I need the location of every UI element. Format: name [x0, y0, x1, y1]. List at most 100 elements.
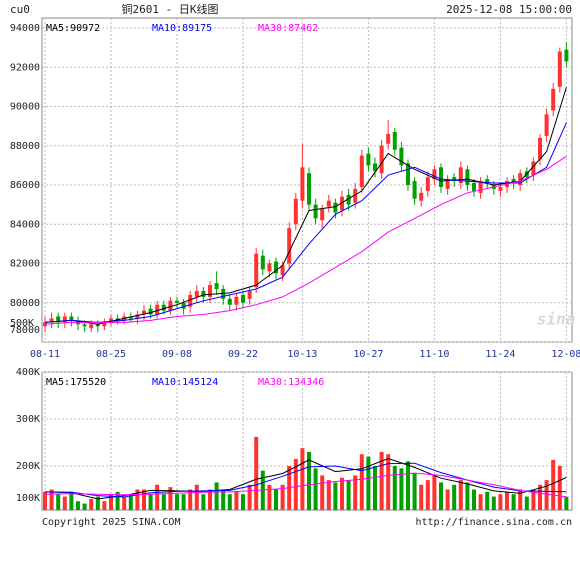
- candle-body: [392, 132, 397, 150]
- volume-bar: [445, 489, 450, 510]
- volume-bar: [201, 494, 206, 510]
- candle-body: [465, 169, 470, 185]
- volume-bar: [56, 494, 61, 510]
- candle-body: [564, 49, 569, 62]
- candle-body: [95, 324, 100, 327]
- candle-body: [69, 316, 74, 321]
- candle-body: [458, 167, 463, 184]
- candle-body: [175, 300, 179, 303]
- volume-bar: [511, 494, 516, 510]
- volume-bar: [346, 480, 351, 510]
- volume-bar: [458, 480, 463, 510]
- candle-body: [518, 173, 523, 185]
- candle-body: [155, 304, 160, 315]
- y-tick-label: 400K: [16, 367, 40, 378]
- volume-bar: [386, 454, 391, 510]
- volume-bar: [557, 466, 562, 510]
- annotation: 500K: [10, 318, 34, 329]
- x-tick-label: 08-25: [96, 349, 126, 360]
- y-tick-label: 94000: [10, 23, 40, 34]
- volume-bar: [280, 484, 285, 510]
- candle-body: [538, 137, 542, 160]
- candle-body: [274, 261, 278, 274]
- candle-body: [168, 300, 173, 311]
- candle-body: [148, 308, 153, 315]
- y-tick-label: 82000: [10, 259, 40, 270]
- ma-line: [44, 122, 567, 323]
- volume-bar: [227, 494, 232, 510]
- candle-body: [333, 202, 338, 213]
- volume-bar: [49, 489, 54, 510]
- volume-bar: [82, 503, 87, 510]
- candle-body: [161, 304, 166, 311]
- candle-body: [386, 133, 391, 144]
- candle-body: [214, 283, 219, 290]
- volume-bar: [122, 496, 127, 510]
- x-tick-label: 11-10: [419, 349, 449, 360]
- x-tick-label: 09-22: [228, 349, 258, 360]
- volume-bar: [419, 484, 424, 510]
- candle-body: [544, 114, 549, 136]
- volume-bar: [76, 501, 80, 510]
- y-tick-label: 200K: [16, 461, 40, 472]
- volume-bar: [128, 494, 133, 510]
- candle-body: [432, 169, 437, 180]
- candle-body: [340, 196, 344, 211]
- candle-body: [247, 290, 252, 299]
- candle-body: [241, 294, 245, 303]
- volume-bar: [234, 491, 239, 510]
- candle-body: [49, 318, 54, 323]
- candle-body: [43, 322, 47, 327]
- candle-body: [425, 177, 430, 191]
- volume-bar: [392, 466, 397, 510]
- candle-body: [234, 296, 239, 305]
- candle-body: [551, 88, 556, 111]
- candle-body: [221, 289, 226, 299]
- datetime: 2025-12-08 15:00:00: [446, 3, 572, 16]
- candle-body: [326, 200, 331, 207]
- x-tick-label: 10-13: [287, 349, 317, 360]
- x-tick-label: 09-08: [162, 349, 192, 360]
- symbol: cu0: [10, 3, 30, 16]
- candle-body: [557, 51, 562, 87]
- legend-entry: MA10:89175: [152, 23, 212, 34]
- volume-bar: [300, 448, 305, 510]
- candle-body: [373, 163, 377, 172]
- volume-bar: [135, 489, 140, 510]
- volume-bar: [366, 456, 371, 510]
- candle-body: [359, 155, 364, 187]
- x-tick-label: 11-24: [485, 349, 515, 360]
- candle-body: [346, 194, 351, 205]
- volume-bar: [439, 482, 443, 510]
- volume-bar: [379, 451, 384, 510]
- volume-bar: [373, 466, 377, 510]
- volume-bar: [498, 494, 503, 510]
- volume-bar: [326, 480, 331, 510]
- legend-entry: MA5:175520: [46, 377, 106, 388]
- volume-bar: [254, 436, 259, 510]
- candle-body: [102, 322, 107, 327]
- source-url: http://finance.sina.com.cn: [415, 517, 572, 528]
- volume-bar: [524, 496, 529, 510]
- candle-body: [412, 181, 417, 199]
- volume-bar: [432, 475, 437, 510]
- volume-bar: [109, 494, 113, 510]
- candle-body: [280, 265, 285, 276]
- candle-body: [307, 173, 311, 205]
- candle-body: [300, 167, 305, 201]
- volume-bar: [194, 484, 199, 510]
- candle-body: [254, 253, 259, 288]
- candle-body: [82, 324, 87, 327]
- y-tick-label: 86000: [10, 180, 40, 191]
- volume-bar: [544, 480, 549, 510]
- volume-bar: [102, 501, 107, 510]
- volume-bar: [214, 482, 219, 510]
- volume-bar: [465, 482, 470, 510]
- volume-bar: [148, 494, 153, 510]
- volume-bar: [267, 484, 272, 510]
- ma-line: [44, 155, 567, 325]
- volume-bar: [221, 489, 226, 510]
- candle-body: [208, 285, 212, 297]
- ma-line: [44, 462, 567, 498]
- volume-bar: [168, 487, 173, 510]
